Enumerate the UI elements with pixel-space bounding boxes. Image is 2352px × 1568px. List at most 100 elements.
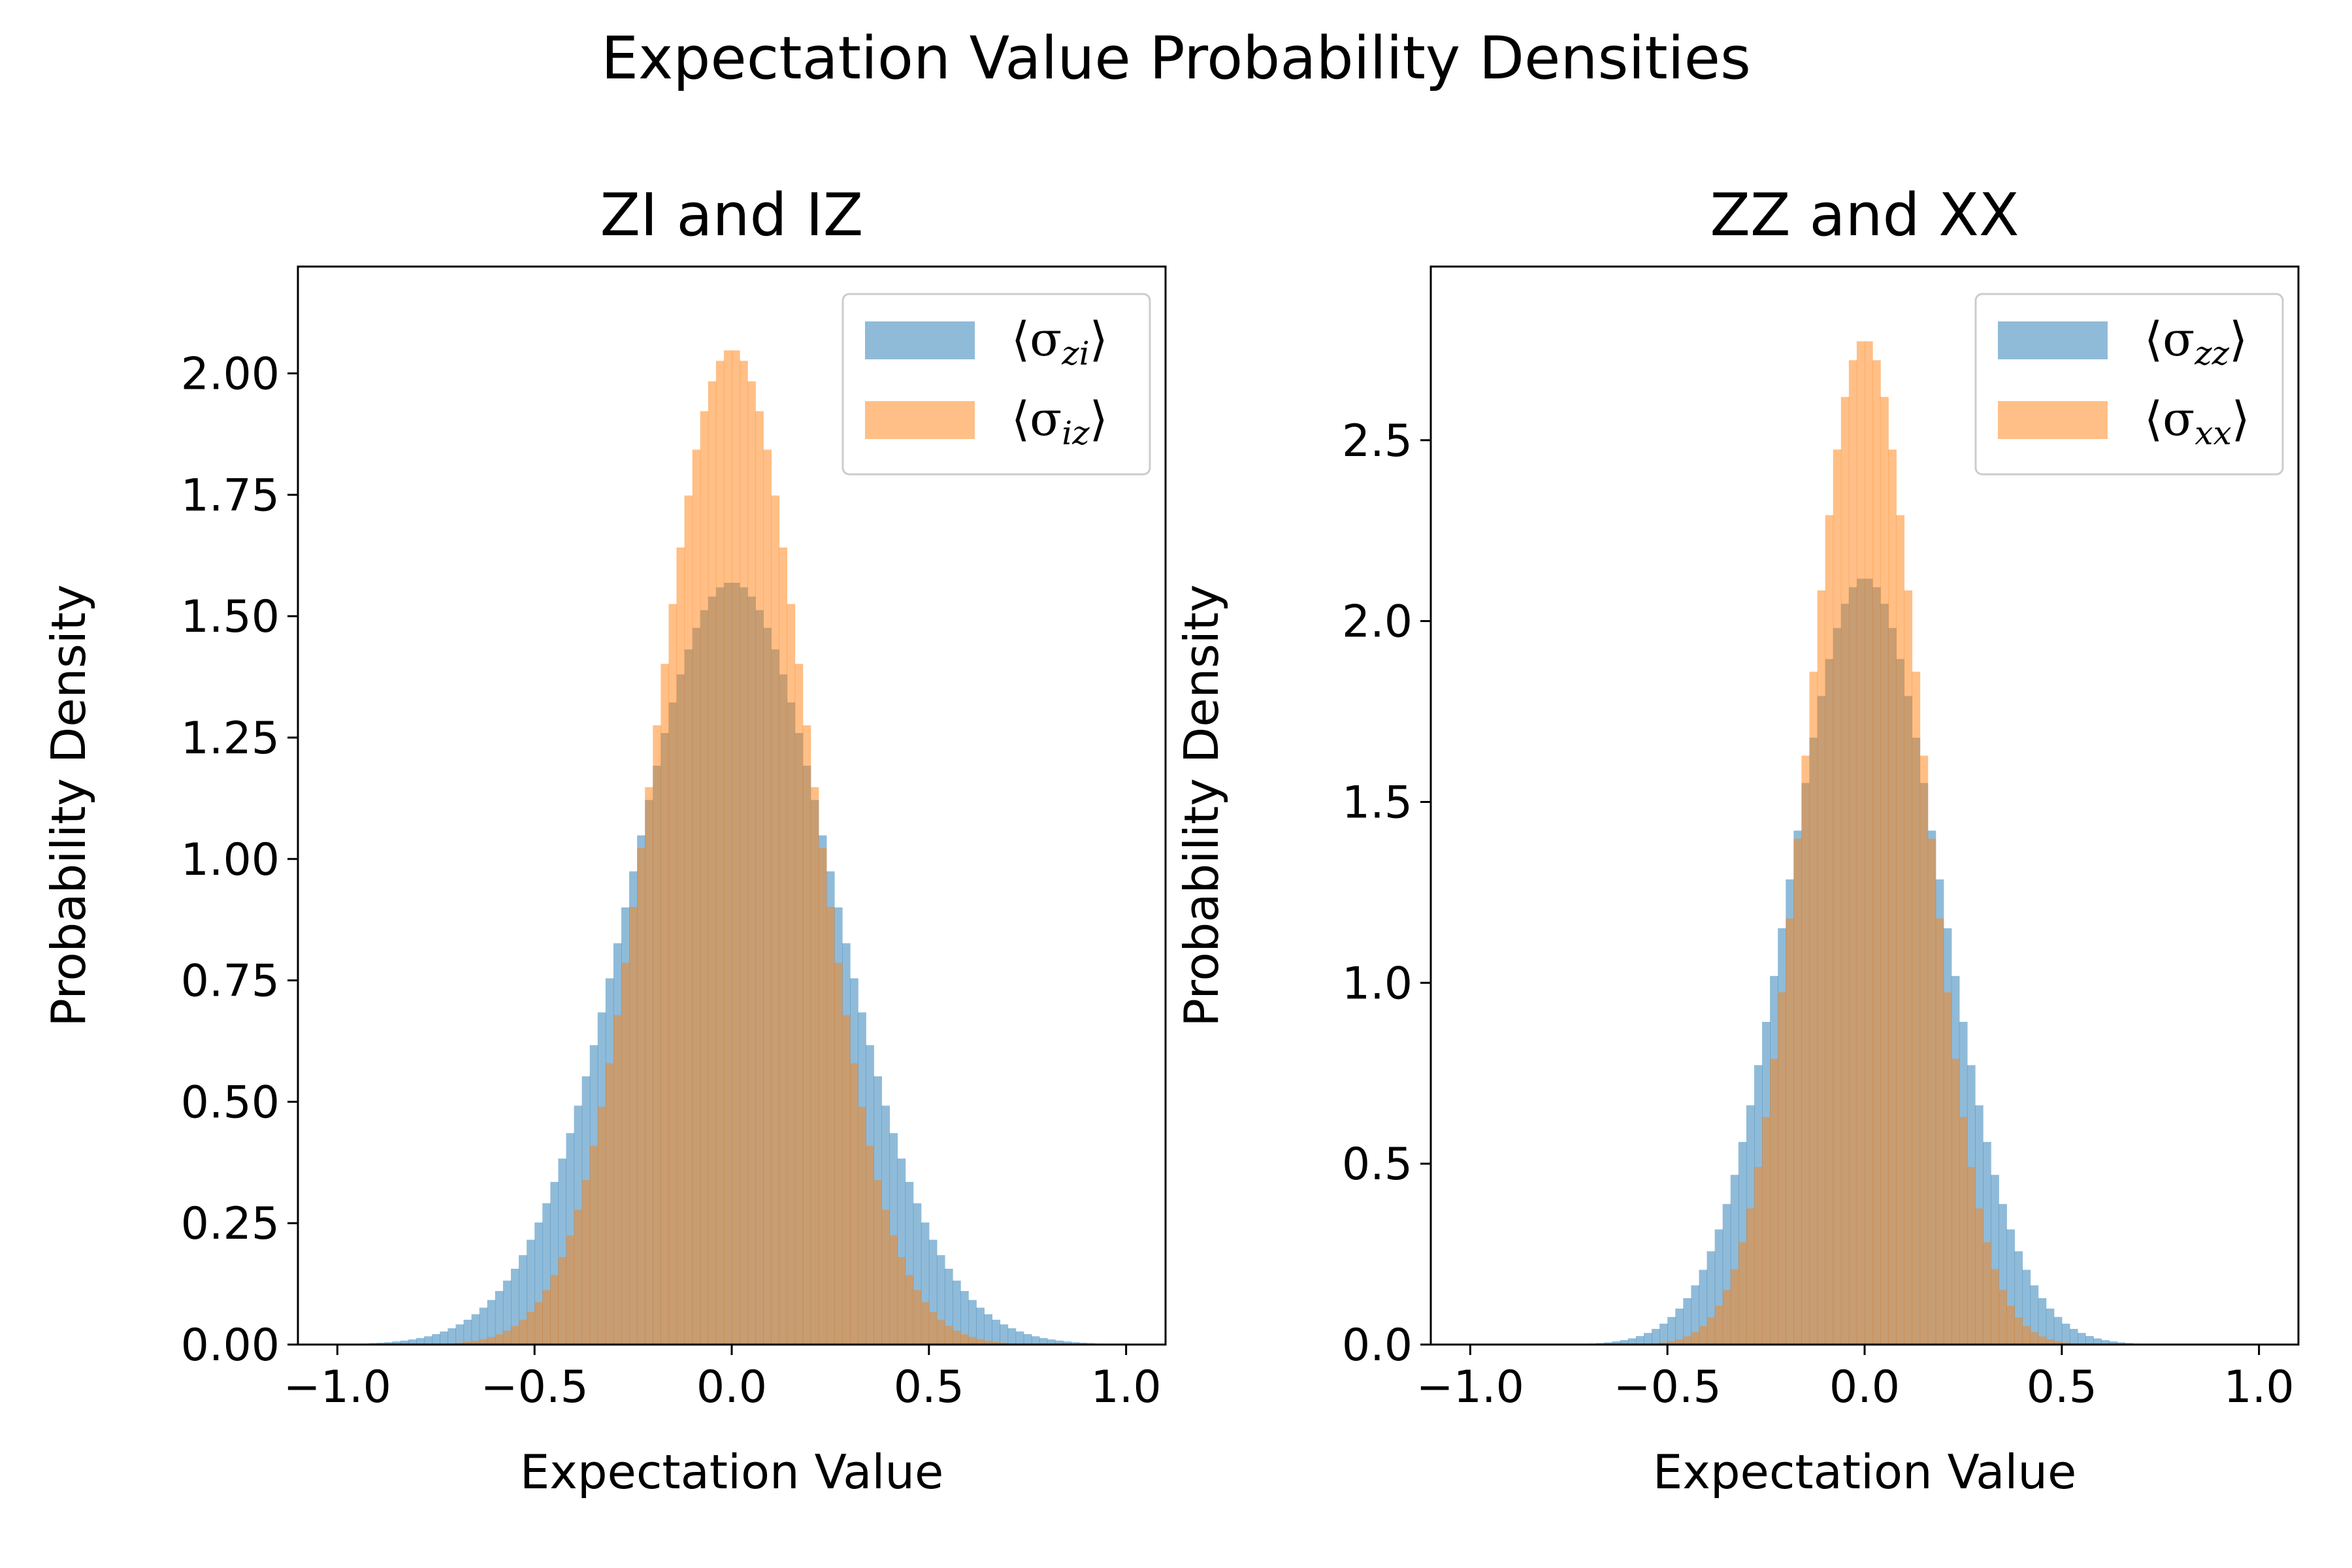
hist-bar-zi — [984, 1314, 992, 1345]
hist-bar-iz — [708, 381, 717, 1345]
hist-bar-iz — [944, 1326, 953, 1345]
panel-zi-iz: −1.0 −0.5 0.0 0.5 1.0 0.00 0.25 0.50 0.75 1.00 1.2… — [41, 181, 1167, 1499]
hist-bar-zz — [1659, 1324, 1668, 1345]
hist-bar-xx — [2053, 1341, 2063, 1345]
hist-bar-zz — [2109, 1341, 2117, 1345]
hist-bar-iz — [960, 1334, 969, 1345]
hist-bar-xx — [1943, 992, 1952, 1345]
hist-bar-zz — [2046, 1308, 2055, 1345]
hist-bar-iz — [519, 1320, 527, 1345]
hist-bar-zi — [471, 1314, 480, 1345]
hist-bar-iz — [881, 1209, 890, 1345]
hist-bar-iz — [953, 1330, 961, 1345]
hist-bar-iz — [502, 1330, 512, 1345]
hist-bar-zz — [1604, 1342, 1613, 1345]
hist-bar-zi — [495, 1291, 504, 1345]
hist-bar-xx — [2014, 1317, 2023, 1345]
hist-bar-iz — [905, 1275, 914, 1345]
y-tick-label: 1.75 — [181, 470, 280, 521]
hist-bar-zz — [1683, 1298, 1691, 1345]
hist-bar-zz — [2053, 1316, 2063, 1345]
hist-bar-xx — [1683, 1336, 1691, 1345]
hist-bar-zi — [424, 1336, 433, 1345]
hist-bar-zi — [502, 1281, 512, 1345]
hist-bar-zz — [1643, 1333, 1652, 1345]
hist-bar-xx — [1967, 1167, 1976, 1345]
hist-bar-zi — [487, 1299, 496, 1345]
hist-bar-xx — [1927, 838, 1936, 1345]
hist-bar-iz — [581, 1180, 591, 1345]
hist-bar-xx — [1699, 1326, 1708, 1345]
legend-label-zi: ⟨σzi⟩ — [1011, 312, 1108, 372]
hist-bar-iz — [661, 664, 670, 1345]
hist-bar-xx — [1714, 1305, 1723, 1345]
hist-bar-iz — [495, 1334, 504, 1345]
hist-bar-zz — [2117, 1342, 2125, 1345]
hist-bar-iz — [550, 1275, 559, 1345]
hist-bar-xx — [1833, 449, 1842, 1345]
hist-bar-iz — [629, 907, 638, 1345]
hist-bar-iz — [936, 1320, 945, 1345]
hist-bar-xx — [2030, 1332, 2039, 1345]
hist-bar-zz — [1620, 1340, 1629, 1345]
hist-bar-iz — [463, 1341, 472, 1345]
series-xx — [1635, 341, 2094, 1345]
hist-bar-iz — [826, 907, 835, 1345]
x-tick-label: −1.0 — [284, 1362, 391, 1413]
panel-title: ZI and IZ — [600, 181, 864, 250]
hist-bar-zi — [448, 1328, 457, 1345]
y-tick-label: 1.00 — [181, 834, 280, 886]
hist-bar-iz — [527, 1312, 535, 1345]
x-tick-label: −0.5 — [481, 1362, 589, 1413]
figure-title: Expectation Value Probability Densities — [601, 24, 1751, 93]
hist-bar-xx — [1762, 1117, 1771, 1345]
hist-bar-xx — [1754, 1167, 1763, 1345]
hist-bar-iz — [984, 1341, 992, 1345]
hist-bar-zi — [953, 1281, 961, 1345]
hist-bar-iz — [715, 361, 725, 1345]
hist-bar-iz — [874, 1180, 882, 1345]
hist-bar-zi — [463, 1320, 472, 1345]
hist-bar-xx — [1786, 918, 1794, 1345]
x-tick-label: 0.5 — [894, 1362, 964, 1413]
hist-bar-zi — [1063, 1341, 1071, 1345]
hist-bar-zi — [455, 1324, 465, 1345]
hist-bar-iz — [968, 1337, 977, 1345]
hist-bar-zz — [1627, 1338, 1637, 1345]
hist-bar-zi — [440, 1331, 448, 1345]
hist-bar-xx — [1975, 1208, 1984, 1345]
hist-bar-iz — [794, 664, 804, 1345]
hist-bar-zz — [1612, 1341, 1621, 1345]
x-tick-label: 0.5 — [2027, 1362, 2097, 1413]
y-tick-label: 1.25 — [181, 713, 280, 764]
hist-bar-iz — [802, 725, 811, 1345]
hist-bar-zi — [1047, 1339, 1056, 1345]
hist-bar-xx — [1793, 838, 1803, 1345]
hist-bar-zz — [1635, 1335, 1644, 1345]
hist-bar-iz — [747, 381, 756, 1345]
hist-bar-xx — [1746, 1208, 1755, 1345]
hist-bar-iz — [487, 1337, 496, 1345]
hist-bar-iz — [818, 848, 827, 1345]
hist-bar-iz — [589, 1145, 598, 1345]
legend-label-zz: ⟨σzz⟩ — [2144, 312, 2247, 372]
legend-label-xx: ⟨σxx⟩ — [2144, 391, 2250, 452]
hist-bar-zi — [432, 1334, 440, 1345]
hist-bar-zi — [1039, 1338, 1048, 1345]
hist-bar-zz — [1652, 1329, 1660, 1345]
legend-swatch-iz — [865, 401, 975, 439]
panel-title: ZZ and XX — [1710, 181, 2019, 250]
hist-bar-zz — [2022, 1269, 2031, 1345]
legend: ⟨σzi⟩ ⟨σiz⟩ — [841, 293, 1151, 476]
hist-bar-zi — [1023, 1334, 1032, 1345]
hist-bar-xx — [1848, 360, 1857, 1345]
hist-bar-xx — [1675, 1339, 1684, 1345]
hist-bar-iz — [637, 848, 645, 1345]
hist-bar-zz — [1675, 1308, 1684, 1345]
hist-bar-zi — [479, 1307, 488, 1345]
series-iz — [424, 350, 1040, 1345]
hist-bar-iz — [771, 495, 780, 1345]
hist-bar-xx — [1840, 397, 1850, 1345]
hist-bar-iz — [850, 1063, 858, 1345]
x-tick-label: 0.0 — [1829, 1362, 1900, 1413]
